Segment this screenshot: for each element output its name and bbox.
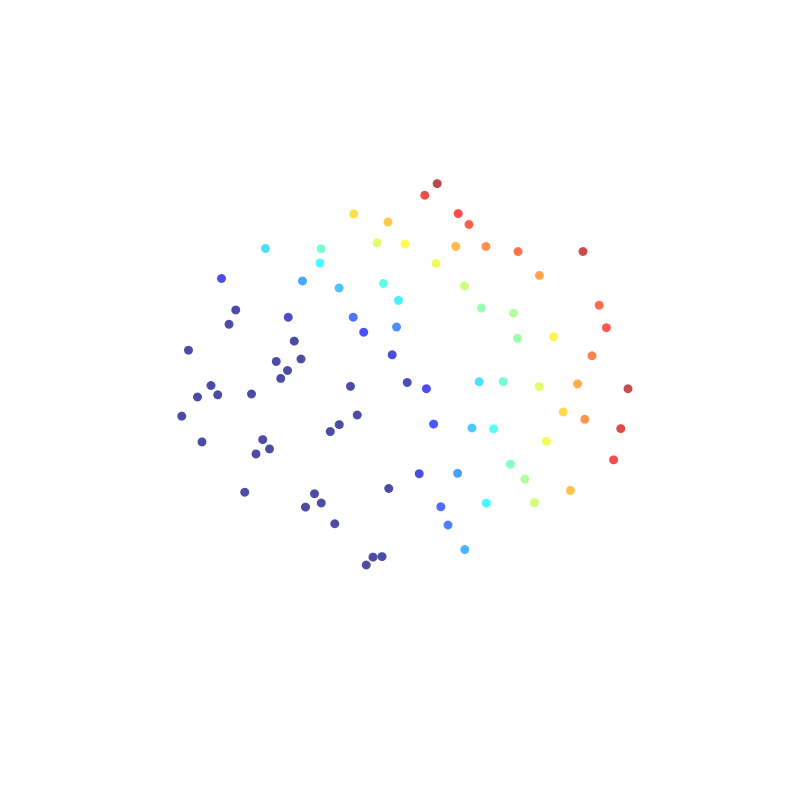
point <box>467 423 477 433</box>
point <box>431 258 441 268</box>
point <box>184 345 193 355</box>
point <box>310 489 319 499</box>
point <box>231 305 241 315</box>
point <box>476 303 486 313</box>
point <box>400 239 410 249</box>
point <box>251 449 261 459</box>
point <box>334 283 344 293</box>
point <box>387 350 397 360</box>
point <box>498 376 508 386</box>
point <box>325 427 335 437</box>
point <box>240 487 250 497</box>
point <box>206 381 216 390</box>
point <box>594 300 604 310</box>
point <box>565 485 575 495</box>
point <box>474 377 484 387</box>
point <box>541 436 551 446</box>
point <box>573 379 583 389</box>
point <box>384 484 394 493</box>
point <box>558 407 568 417</box>
point <box>377 552 387 562</box>
point <box>436 502 446 512</box>
point <box>513 333 523 343</box>
point <box>453 468 463 478</box>
point <box>283 366 292 375</box>
point <box>296 354 306 364</box>
point <box>260 243 270 253</box>
point <box>217 274 226 283</box>
point <box>379 279 388 288</box>
point <box>414 469 424 479</box>
point <box>429 419 439 429</box>
point <box>316 244 326 254</box>
point <box>349 209 359 219</box>
point <box>283 312 293 322</box>
point <box>247 389 256 399</box>
point <box>224 319 234 329</box>
point <box>421 384 431 394</box>
point <box>420 190 430 200</box>
point <box>392 322 402 332</box>
point <box>372 238 382 248</box>
point <box>535 270 544 280</box>
point <box>289 336 299 346</box>
point <box>177 411 187 421</box>
point <box>578 247 588 256</box>
point <box>193 392 202 402</box>
point <box>443 520 453 530</box>
point <box>481 241 491 251</box>
point <box>505 459 515 469</box>
point <box>348 312 358 322</box>
point <box>383 217 393 227</box>
point <box>464 220 474 229</box>
point <box>451 241 461 251</box>
point <box>460 545 470 555</box>
point <box>213 390 223 400</box>
point <box>197 437 207 447</box>
point <box>460 281 469 291</box>
point <box>580 414 590 424</box>
point <box>509 308 519 318</box>
point <box>402 377 412 387</box>
point <box>346 381 355 391</box>
point <box>623 384 633 394</box>
point <box>334 420 344 430</box>
point <box>432 179 442 189</box>
point <box>265 444 274 454</box>
point <box>587 351 597 361</box>
point <box>368 552 378 562</box>
point <box>271 356 281 366</box>
point <box>549 332 559 342</box>
point <box>529 498 539 508</box>
point <box>489 424 499 434</box>
point <box>520 474 530 484</box>
point <box>316 498 326 508</box>
point <box>301 502 310 512</box>
point <box>394 295 403 305</box>
point <box>258 435 268 445</box>
point <box>616 424 626 434</box>
point <box>361 560 371 570</box>
point <box>359 327 369 337</box>
point <box>453 209 463 219</box>
point <box>330 519 340 529</box>
point <box>481 498 491 508</box>
point <box>513 247 523 257</box>
point <box>352 410 362 420</box>
point <box>601 323 611 333</box>
point <box>609 455 619 465</box>
point <box>298 276 307 286</box>
point <box>276 373 286 383</box>
point <box>534 381 544 391</box>
point <box>315 258 325 268</box>
